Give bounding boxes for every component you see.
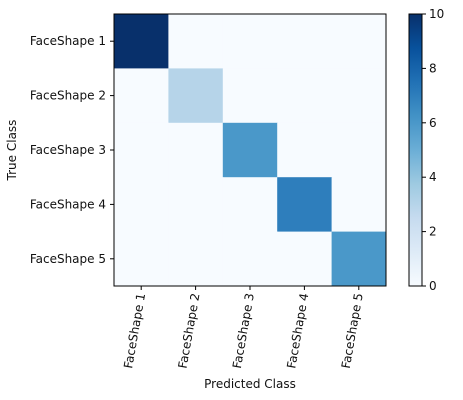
x-axis-ticks: FaceShape 1 FaceShape 2 FaceShape 3 FaceSha… (121, 286, 366, 370)
y-tick-label: FaceShape 2 (30, 89, 106, 103)
y-tick-label: FaceShape 5 (30, 252, 106, 266)
heatmap-cell (222, 122, 278, 178)
heatmap-cell (114, 177, 169, 233)
x-tick-label: FaceShape 3 (230, 292, 257, 369)
colorbar-tick-label: 10 (429, 7, 444, 21)
colorbar-tick-label: 2 (429, 225, 437, 239)
heatmap-cell (168, 177, 224, 233)
colorbar-tick-label: 8 (429, 61, 437, 75)
heatmap-cell (277, 177, 333, 233)
heatmap-cell (331, 231, 387, 287)
heatmap-cell (277, 68, 333, 124)
heatmap-cell (114, 122, 169, 178)
x-tick-label: FaceShape 5 (339, 292, 366, 369)
y-tick-label: FaceShape 4 (30, 197, 106, 211)
x-tick-label: FaceShape 1 (121, 292, 148, 369)
heatmap-cell (114, 231, 169, 287)
heatmap-cell (331, 14, 387, 69)
y-axis-title: True Class (5, 120, 19, 182)
heatmap-cell (114, 68, 169, 124)
colorbar-tick-label: 0 (429, 279, 437, 293)
heatmap-cell (222, 177, 278, 233)
y-axis-ticks: FaceShape 1 FaceShape 2 FaceShape 3 FaceSha… (30, 34, 114, 266)
heatmap-cell (331, 68, 387, 124)
heatmap-cell (331, 177, 387, 233)
colorbar-tick-label: 4 (429, 170, 437, 184)
heatmap-cell (277, 14, 333, 69)
x-tick-label: FaceShape 4 (284, 292, 311, 369)
heatmap-cell (277, 122, 333, 178)
heatmap-cell (222, 231, 278, 287)
x-axis-title: Predicted Class (204, 377, 296, 391)
heatmap-cell (277, 231, 333, 287)
x-tick-label: FaceShape 2 (176, 292, 203, 369)
y-tick-label: FaceShape 3 (30, 143, 106, 157)
colorbar-ticks: 0 2 4 6 8 10 (422, 7, 444, 293)
heatmap-cell (168, 68, 224, 124)
heatmap-cell (168, 231, 224, 287)
colorbar (408, 13, 423, 287)
heatmap-cells (114, 14, 387, 287)
heatmap-cell (168, 122, 224, 178)
heatmap-cell (168, 14, 224, 69)
heatmap-cell (114, 14, 169, 69)
heatmap-cell (222, 68, 278, 124)
colorbar-tick-label: 6 (429, 116, 437, 130)
y-tick-label: FaceShape 1 (30, 34, 106, 48)
heatmap-cell (331, 122, 387, 178)
heatmap-cell (222, 14, 278, 69)
